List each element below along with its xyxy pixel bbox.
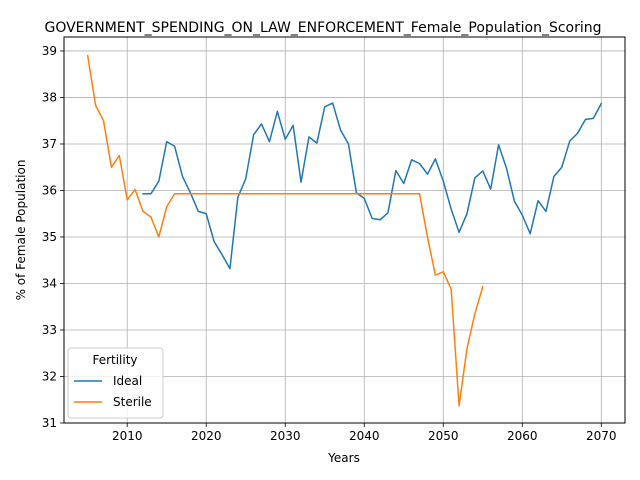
y-tick-label: 31 [42,416,57,430]
y-tick-label: 33 [42,323,57,337]
series-lines [86,54,603,407]
legend-label-sterile: Sterile [113,395,152,409]
legend-title: Fertility [92,353,137,367]
y-tick-label: 37 [42,137,57,151]
x-tick-label: 2030 [270,429,301,443]
legend: Fertility Ideal Sterile [67,347,164,419]
x-tick-label: 2010 [112,429,143,443]
y-axis-label: % of Female Population [14,160,28,301]
x-tick-label: 2070 [586,429,617,443]
y-tick-label: 38 [42,90,57,104]
plot-frame [63,36,626,424]
axis-ticks: 2010 2020 2030 2040 2050 2060 2070 31 32 33 34 35 36… [42,44,617,443]
legend-label-ideal: Ideal [113,374,142,388]
y-tick-label: 36 [42,183,57,197]
y-tick-label: 35 [42,230,57,244]
series-line-sterile [86,54,484,407]
y-tick-label: 39 [42,44,57,58]
x-axis-label: Years [327,451,360,465]
x-tick-label: 2040 [349,429,380,443]
x-tick-label: 2050 [428,429,459,443]
x-tick-label: 2020 [191,429,222,443]
y-tick-label: 32 [42,369,57,383]
y-tick-label: 34 [42,276,57,290]
series-line-ideal [142,102,603,270]
legend-box [67,347,164,419]
x-tick-label: 2060 [507,429,538,443]
chart-title: GOVERNMENT_SPENDING_ON_LAW_ENFORCEMENT_F… [44,20,601,36]
